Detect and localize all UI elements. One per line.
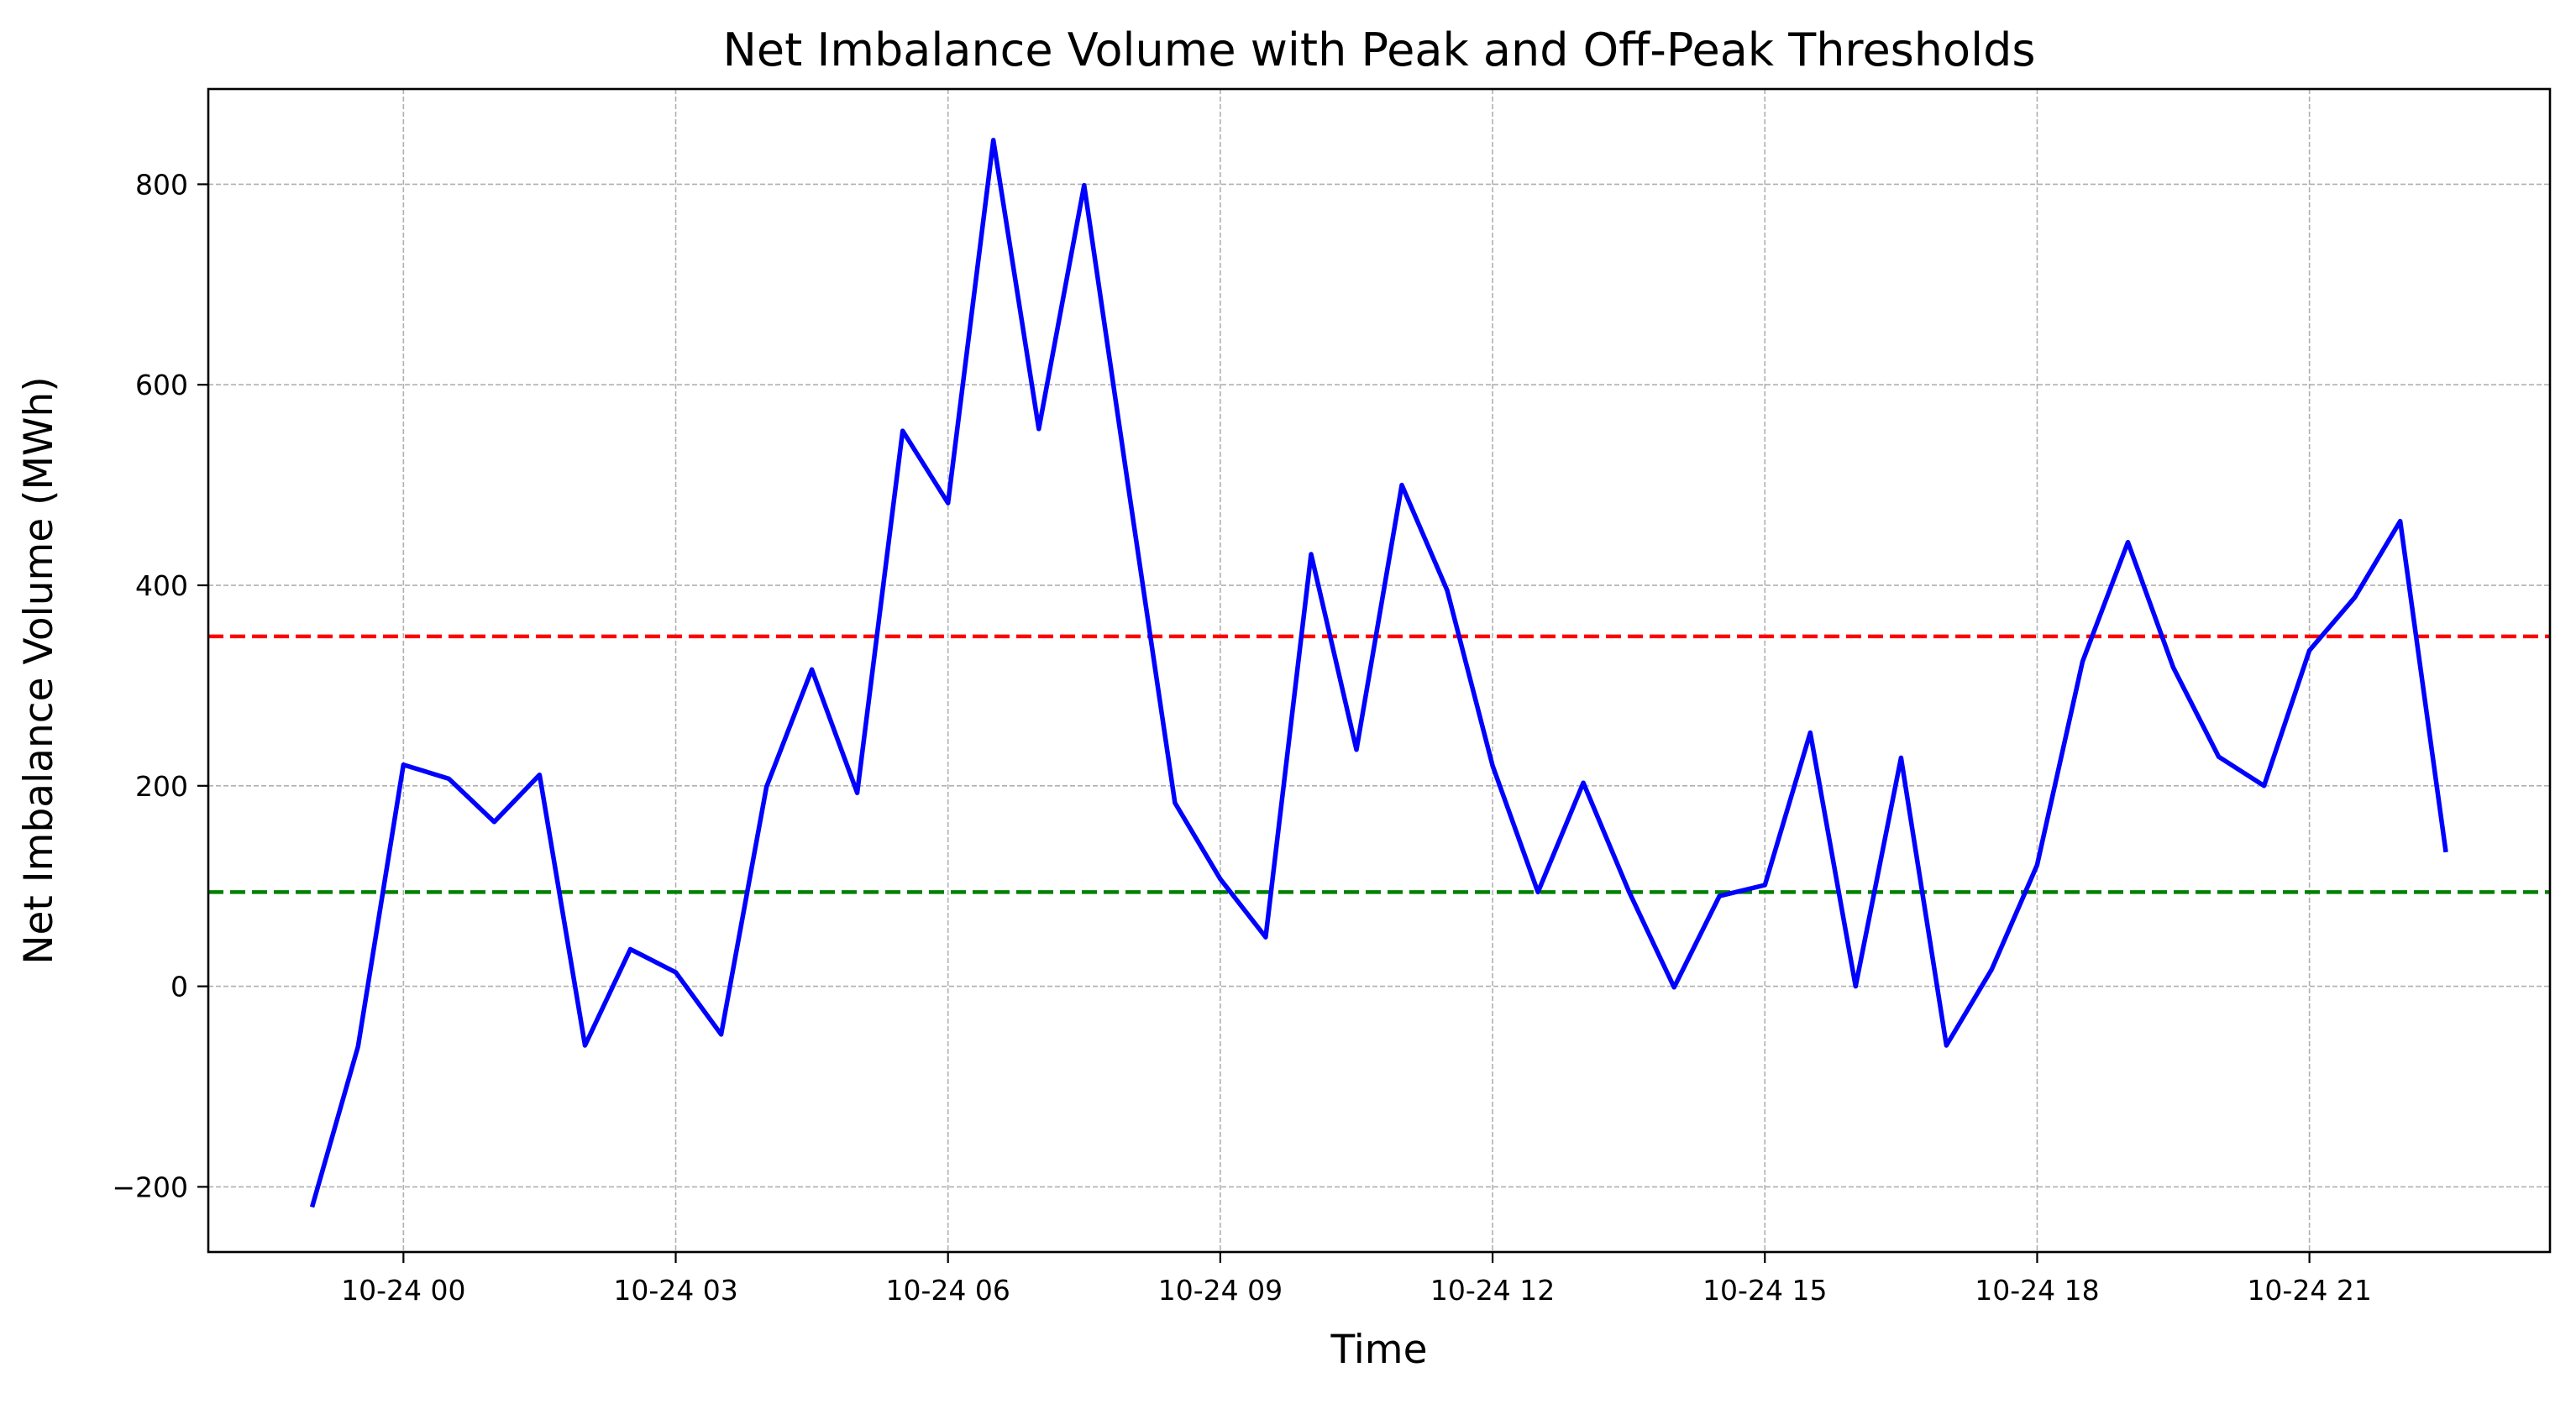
tick-layer: 10-24 00 10-24 03 10-24 06 10-24 09 10-24 12… — [112, 168, 2371, 1307]
grid-layer — [208, 89, 2550, 1252]
x-tick-label: 10-24 15 — [1702, 1274, 1827, 1307]
y-tick-label: 400 — [135, 569, 188, 602]
x-tick-label: 10-24 12 — [1430, 1274, 1555, 1307]
x-tick-label: 10-24 18 — [1975, 1274, 2099, 1307]
y-axis-label: Net Imbalance Volume (MWh) — [16, 376, 62, 964]
y-tick-label: 0 — [171, 971, 188, 1003]
y-tick-label: −200 — [112, 1171, 188, 1203]
chart-title: Net Imbalance Volume with Peak and Off-P… — [723, 24, 2036, 76]
series-line — [309, 138, 2448, 1208]
plot-area-frame — [207, 87, 2552, 1254]
x-axis-label: Time — [1330, 1327, 1427, 1373]
x-tick-label: 10-24 00 — [341, 1274, 465, 1307]
x-tick-label: 10-24 09 — [1158, 1274, 1283, 1307]
y-tick-label: 600 — [135, 369, 188, 401]
x-tick-label: 10-24 21 — [2247, 1274, 2371, 1307]
series-layer — [309, 138, 2448, 1208]
y-tick-label: 800 — [135, 168, 188, 201]
x-tick-label: 10-24 06 — [886, 1274, 1010, 1307]
x-tick-label: 10-24 03 — [613, 1274, 737, 1307]
y-tick-label: 200 — [135, 770, 188, 803]
